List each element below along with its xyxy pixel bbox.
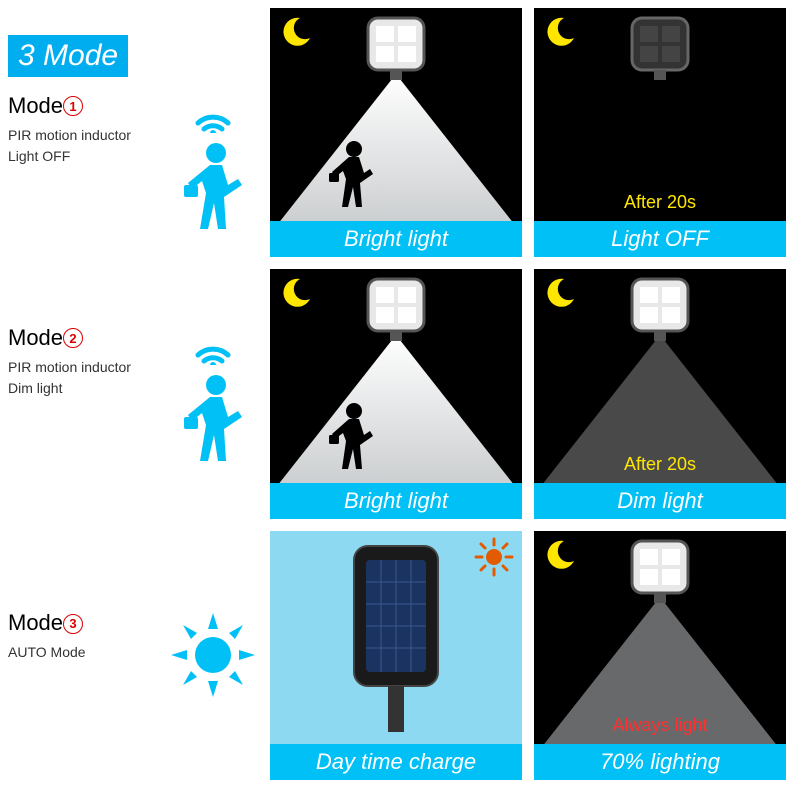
lamp-icon: [356, 10, 436, 80]
lamp-off-icon: [620, 10, 700, 80]
mode-2-title: Mode2: [8, 325, 158, 351]
mode-1-info: 3 Mode Mode1 PIR motion inductor Light O…: [8, 8, 258, 257]
mode-num-2: 2: [63, 328, 83, 348]
wifi-icon: [188, 325, 238, 365]
mode-num-3: 3: [63, 614, 83, 634]
panel-label: Bright light: [270, 483, 522, 519]
lamp-icon: [620, 271, 700, 341]
row-mode-3: Mode3 AUTO Mode: [8, 531, 792, 780]
sun-icon: [168, 610, 258, 700]
moon-icon: [544, 539, 576, 571]
person-motion-icon: [178, 141, 248, 231]
light-beam: [270, 74, 522, 221]
panel-r3c2: Always light 70% lighting: [534, 531, 786, 780]
overlay-text: After 20s: [534, 192, 786, 213]
mode-num-1: 1: [63, 96, 83, 116]
mode-1-title: Mode1: [8, 93, 158, 119]
panel-r2c1: Bright light: [270, 269, 522, 518]
moon-icon: [280, 16, 312, 48]
sun-corner-icon: [474, 537, 514, 577]
panel-label: Light OFF: [534, 221, 786, 257]
overlay-text: After 20s: [534, 454, 786, 475]
lamp-icon: [356, 271, 436, 341]
mode-3-desc: AUTO Mode: [8, 642, 158, 663]
moon-icon: [280, 277, 312, 309]
person-motion-icon: [178, 373, 248, 463]
moon-icon: [544, 277, 576, 309]
row-mode-2: Mode2 PIR motion inductor Dim light: [8, 269, 792, 518]
panel-label: Day time charge: [270, 744, 522, 780]
mode-3-info: Mode3 AUTO Mode: [8, 531, 258, 780]
header-pill: 3 Mode: [8, 35, 128, 77]
wifi-icon: [188, 93, 238, 133]
mode-1-desc: PIR motion inductor Light OFF: [8, 125, 158, 167]
overlay-text: Always light: [534, 715, 786, 736]
mode-2-info: Mode2 PIR motion inductor Dim light: [8, 269, 258, 518]
panel-r2c2: After 20s Dim light: [534, 269, 786, 518]
person-silhouette: [326, 139, 376, 209]
panel-label: 70% lighting: [534, 744, 786, 780]
panel-r1c2: After 20s Light OFF: [534, 8, 786, 257]
mode-3-title: Mode3: [8, 610, 158, 636]
light-beam: [270, 335, 522, 482]
panel-r3c1: Day time charge: [270, 531, 522, 780]
panel-label: Bright light: [270, 221, 522, 257]
panel-r1c1: Bright light: [270, 8, 522, 257]
solar-panel-icon: [346, 542, 446, 732]
panel-label: Dim light: [534, 483, 786, 519]
moon-icon: [544, 16, 576, 48]
row-mode-1: 3 Mode Mode1 PIR motion inductor Light O…: [8, 8, 792, 257]
person-silhouette: [326, 401, 376, 471]
mode-2-desc: PIR motion inductor Dim light: [8, 357, 158, 399]
lamp-icon: [620, 533, 700, 603]
